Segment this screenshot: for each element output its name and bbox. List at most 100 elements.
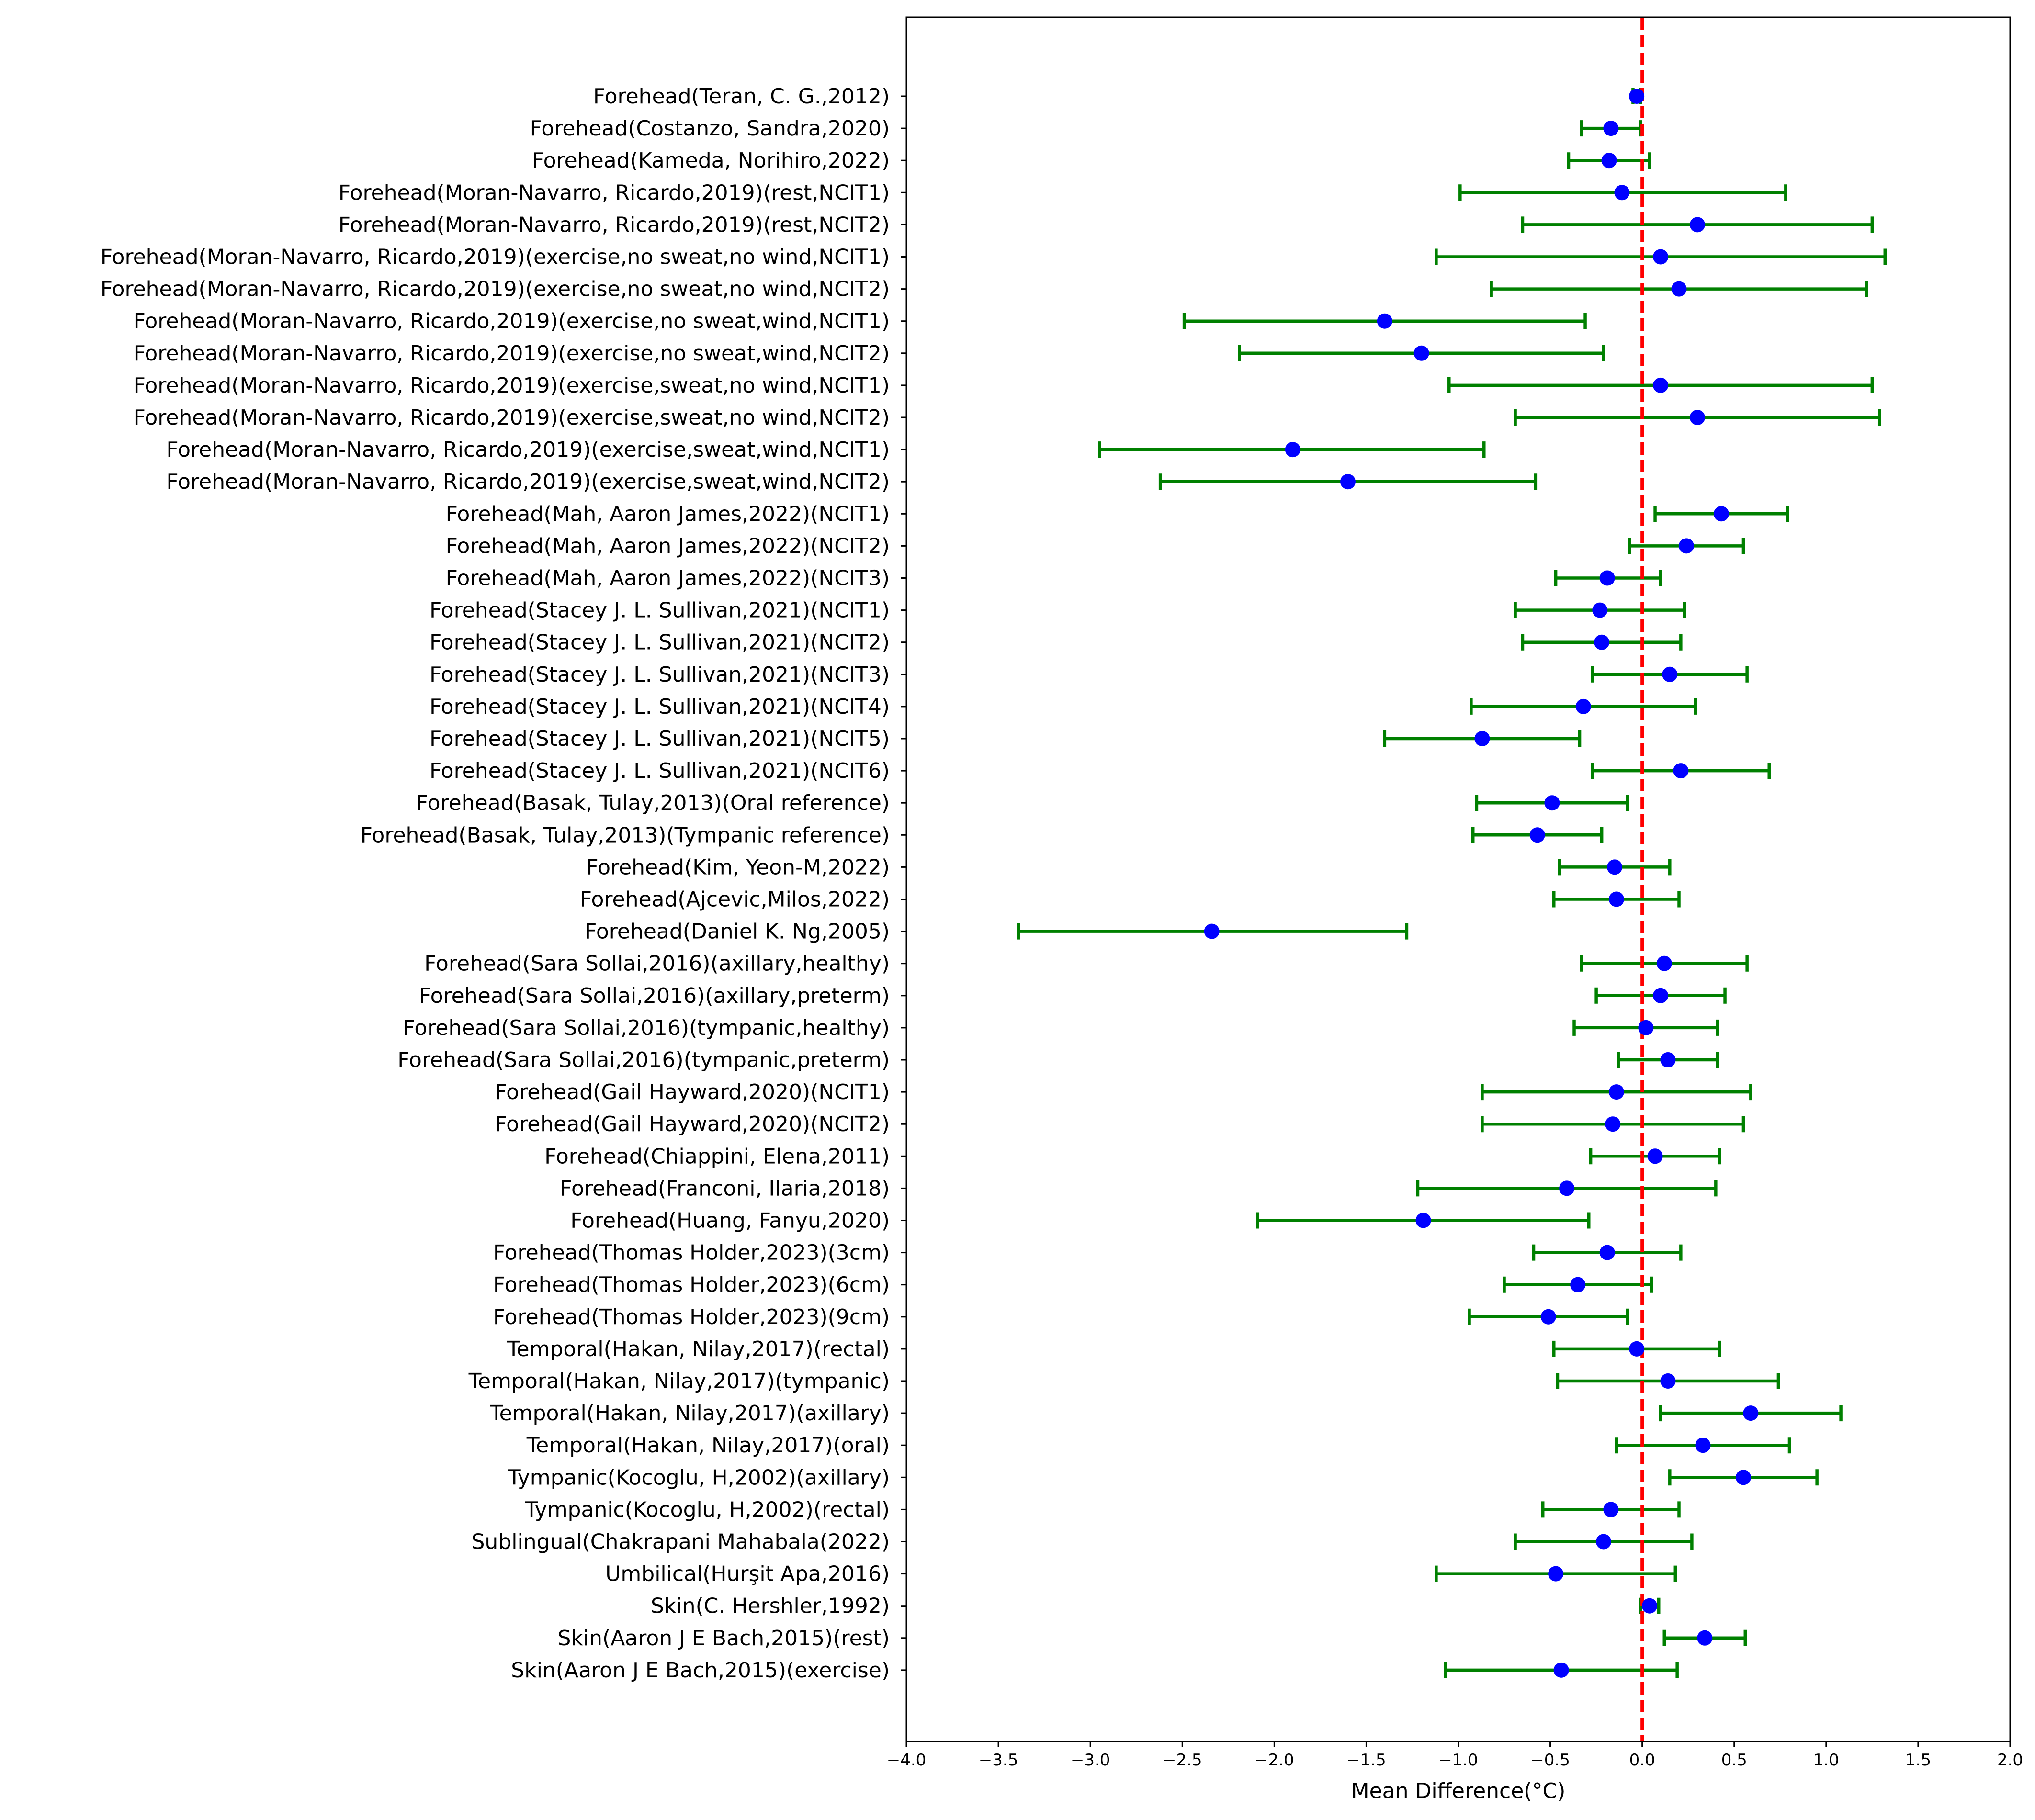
mean-point (1653, 988, 1669, 1003)
mean-point (1544, 795, 1560, 811)
mean-point (1377, 313, 1392, 329)
study-label: Forehead(Sara Sollai,2016)(axillary,pret… (419, 984, 890, 1008)
mean-point (1603, 121, 1619, 136)
x-tick-label: 0.5 (1721, 1751, 1747, 1770)
mean-point (1603, 1502, 1619, 1517)
mean-points (1204, 89, 1759, 1678)
mean-point (1743, 1405, 1759, 1421)
study-label: Forehead(Thomas Holder,2023)(3cm) (493, 1241, 890, 1265)
study-label: Forehead(Basak, Tulay,2013)(Oral referen… (416, 791, 890, 815)
mean-point (1673, 763, 1689, 779)
study-label: Forehead(Moran-Navarro, Ricardo,2019)(ex… (166, 438, 890, 462)
mean-point (1548, 1566, 1564, 1582)
study-label: Skin(Aaron J E Bach,2015)(rest) (558, 1626, 890, 1651)
study-label: Sublingual(Chakrapani Mahabala(2022) (471, 1530, 890, 1554)
x-axis-label: Mean Difference(°C) (1351, 1779, 1566, 1803)
mean-point (1614, 185, 1630, 201)
mean-point (1595, 1534, 1611, 1550)
study-label: Tympanic(Kocoglu, H,2002)(axillary) (508, 1465, 890, 1490)
study-label: Forehead(Costanzo, Sandra,2020) (530, 116, 890, 141)
mean-point (1689, 217, 1705, 233)
mean-point (1599, 1245, 1615, 1260)
mean-point (1660, 1373, 1676, 1389)
study-label: Forehead(Moran-Navarro, Ricardo,2019)(ex… (166, 470, 890, 494)
study-label: Forehead(Stacey J. L. Sullivan,2021)(NCI… (430, 727, 890, 751)
x-tick-label: 2.0 (1997, 1751, 2023, 1770)
mean-point (1285, 442, 1300, 458)
study-label: Forehead(Stacey J. L. Sullivan,2021)(NCI… (430, 663, 890, 687)
mean-point (1474, 731, 1490, 746)
mean-point (1662, 666, 1678, 682)
study-label: Forehead(Stacey J. L. Sullivan,2021)(NCI… (430, 630, 890, 655)
mean-point (1601, 153, 1617, 169)
x-tick-label: 1.5 (1905, 1751, 1931, 1770)
study-label: Forehead(Kim, Yeon-M,2022) (586, 855, 890, 879)
study-label: Forehead(Stacey J. L. Sullivan,2021)(NCI… (430, 598, 890, 623)
mean-point (1653, 377, 1669, 393)
study-label: Forehead(Thomas Holder,2023)(9cm) (493, 1305, 890, 1329)
mean-point (1413, 345, 1429, 361)
x-axis: −4.0 −3.5 −3.0 −2.5 −2.0 −1.5 −1.0 −0.5 0.0 0.5 1.… (887, 1741, 2023, 1770)
study-label: Tympanic(Kocoglu, H,2002)(rectal) (525, 1497, 890, 1522)
study-label: Temporal(Hakan, Nilay,2017)(axillary) (489, 1401, 890, 1426)
mean-point (1575, 698, 1591, 714)
study-labels: Forehead(Teran, C. G.,2012) Forehead(Cost… (101, 84, 906, 1683)
study-label: Forehead(Mah, Aaron James,2022)(NCIT1) (446, 502, 890, 526)
study-label: Forehead(Moran-Navarro, Ricardo,2019)(ex… (101, 277, 890, 302)
study-label: Forehead(Sara Sollai,2016)(tympanic,pret… (397, 1048, 890, 1072)
mean-point (1660, 1052, 1676, 1067)
study-label: Forehead(Daniel K. Ng,2005) (585, 920, 890, 944)
mean-point (1608, 891, 1624, 907)
mean-point (1678, 538, 1694, 554)
study-label: Temporal(Hakan, Nilay,2017)(tympanic) (468, 1369, 890, 1393)
study-label: Forehead(Kameda, Norihiro,2022) (532, 148, 890, 173)
study-label: Skin(C. Hershler,1992) (651, 1594, 890, 1618)
mean-point (1629, 89, 1645, 104)
study-label: Forehead(Moran-Navarro, Ricardo,2019)(ex… (134, 341, 890, 366)
x-tick-label: −0.5 (1530, 1751, 1570, 1770)
mean-point (1629, 1341, 1645, 1357)
x-tick-label: −3.5 (979, 1751, 1018, 1770)
mean-point (1553, 1662, 1569, 1678)
x-tick-label: −2.5 (1163, 1751, 1202, 1770)
mean-point (1608, 1084, 1624, 1100)
study-label: Forehead(Chiappini, Elena,2011) (544, 1144, 890, 1168)
study-label: Temporal(Hakan, Nilay,2017)(oral) (526, 1433, 890, 1458)
x-tick-label: 0.0 (1629, 1751, 1655, 1770)
mean-point (1647, 1148, 1663, 1164)
x-tick-label: −1.5 (1346, 1751, 1386, 1770)
study-label: Forehead(Franconi, Ilaria,2018) (560, 1176, 890, 1201)
study-label: Forehead(Moran-Navarro, Ricardo,2019)(re… (339, 213, 890, 237)
x-tick-label: −2.0 (1255, 1751, 1294, 1770)
mean-point (1695, 1438, 1711, 1453)
mean-point (1592, 602, 1608, 618)
mean-point (1540, 1309, 1556, 1325)
study-label: Skin(Aaron J E Bach,2015)(exercise) (511, 1658, 890, 1683)
study-label: Forehead(Stacey J. L. Sullivan,2021)(NCI… (430, 759, 890, 783)
mean-point (1204, 923, 1220, 939)
study-label: Forehead(Moran-Navarro, Ricardo,2019)(ex… (134, 373, 890, 398)
study-label: Forehead(Moran-Navarro, Ricardo,2019)(ex… (134, 405, 890, 430)
study-label: Forehead(Basak, Tulay,2013)(Tympanic ref… (361, 823, 890, 847)
study-label: Temporal(Hakan, Nilay,2017)(rectal) (507, 1337, 890, 1361)
mean-point (1697, 1630, 1713, 1646)
study-label: Forehead(Stacey J. L. Sullivan,2021)(NCI… (430, 695, 890, 719)
study-label: Forehead(Moran-Navarro, Ricardo,2019)(ex… (134, 309, 890, 334)
mean-point (1415, 1213, 1431, 1228)
study-label: Forehead(Ajcevic,Milos,2022) (580, 888, 890, 912)
study-label: Forehead(Huang, Fanyu,2020) (570, 1209, 890, 1233)
study-label: Forehead(Mah, Aaron James,2022)(NCIT2) (446, 534, 890, 558)
mean-point (1689, 410, 1705, 425)
x-tick-label: 1.0 (1813, 1751, 1839, 1770)
mean-point (1570, 1277, 1586, 1292)
study-label: Forehead(Sara Sollai,2016)(axillary,heal… (424, 952, 890, 976)
mean-point (1599, 570, 1615, 586)
mean-point (1594, 634, 1610, 650)
mean-point (1340, 474, 1356, 490)
mean-point (1656, 955, 1672, 971)
x-tick-label: −3.0 (1071, 1751, 1110, 1770)
mean-point (1671, 281, 1687, 297)
study-label: Forehead(Teran, C. G.,2012) (593, 84, 890, 109)
